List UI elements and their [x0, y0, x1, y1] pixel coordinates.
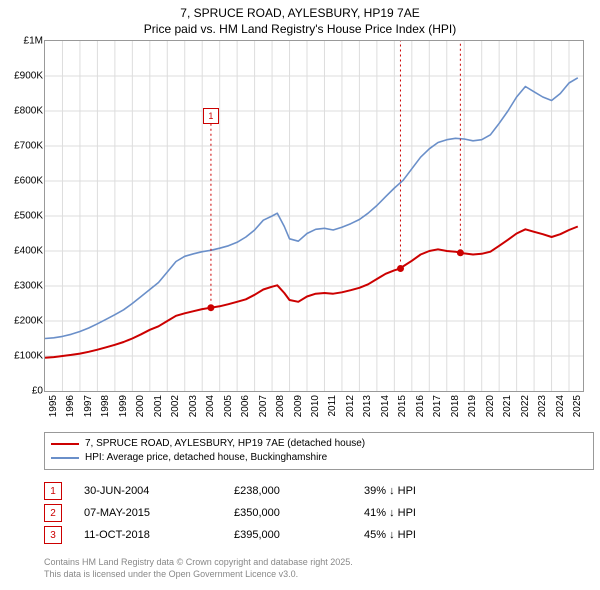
sale-date: 11-OCT-2018	[84, 529, 234, 541]
y-tick-label: £0	[1, 386, 43, 397]
x-tick-label: 2024	[555, 395, 566, 417]
y-tick-label: £1M	[1, 36, 43, 47]
sale-marker-num: 2	[44, 504, 62, 522]
x-tick-label: 2003	[188, 395, 199, 417]
sale-delta: 45% ↓ HPI	[364, 529, 494, 541]
x-tick-label: 2012	[345, 395, 356, 417]
x-tick-label: 1997	[83, 395, 94, 417]
x-tick-label: 2015	[397, 395, 408, 417]
x-tick-label: 1998	[100, 395, 111, 417]
chart-title-line2: Price paid vs. HM Land Registry's House …	[0, 20, 600, 40]
x-tick-label: 2017	[432, 395, 443, 417]
y-tick-label: £300K	[1, 281, 43, 292]
legend: 7, SPRUCE ROAD, AYLESBURY, HP19 7AE (det…	[44, 432, 594, 470]
y-tick-label: £400K	[1, 246, 43, 257]
y-tick-label: £500K	[1, 211, 43, 222]
x-tick-label: 2010	[310, 395, 321, 417]
sale-date: 30-JUN-2004	[84, 485, 234, 497]
x-tick-label: 2005	[223, 395, 234, 417]
x-tick-label: 2021	[502, 395, 513, 417]
x-tick-label: 2009	[293, 395, 304, 417]
x-tick-label: 2014	[380, 395, 391, 417]
legend-label: 7, SPRUCE ROAD, AYLESBURY, HP19 7AE (det…	[85, 437, 365, 451]
x-tick-label: 1996	[65, 395, 76, 417]
x-tick-label: 2022	[520, 395, 531, 417]
sale-price: £395,000	[234, 529, 364, 541]
legend-label: HPI: Average price, detached house, Buck…	[85, 451, 327, 465]
x-tick-label: 2018	[450, 395, 461, 417]
y-tick-label: £200K	[1, 316, 43, 327]
legend-swatch	[51, 457, 79, 459]
footer-line2: This data is licensed under the Open Gov…	[44, 568, 600, 580]
sale-marker-num: 1	[44, 482, 62, 500]
sale-delta: 41% ↓ HPI	[364, 507, 494, 519]
x-tick-label: 2000	[135, 395, 146, 417]
chart-title-line1: 7, SPRUCE ROAD, AYLESBURY, HP19 7AE	[0, 0, 600, 20]
x-tick-label: 2025	[572, 395, 583, 417]
line-chart: £0£100K£200K£300K£400K£500K£600K£700K£80…	[44, 40, 584, 392]
footer-attribution: Contains HM Land Registry data © Crown c…	[44, 556, 600, 580]
legend-swatch	[51, 443, 79, 445]
x-tick-label: 1995	[48, 395, 59, 417]
y-tick-label: £800K	[1, 106, 43, 117]
sale-price: £238,000	[234, 485, 364, 497]
sale-row: 1 30-JUN-2004£238,00039% ↓ HPI	[44, 480, 600, 502]
chart-marker-1: 1	[203, 108, 219, 124]
x-tick-label: 2016	[415, 395, 426, 417]
x-tick-label: 2019	[467, 395, 478, 417]
y-tick-label: £700K	[1, 141, 43, 152]
x-tick-label: 2002	[170, 395, 181, 417]
x-tick-label: 2004	[205, 395, 216, 417]
y-tick-label: £100K	[1, 351, 43, 362]
sale-date: 07-MAY-2015	[84, 507, 234, 519]
x-tick-label: 2011	[327, 395, 338, 417]
footer-line1: Contains HM Land Registry data © Crown c…	[44, 556, 600, 568]
y-tick-label: £600K	[1, 176, 43, 187]
x-tick-label: 2007	[258, 395, 269, 417]
x-tick-label: 2013	[362, 395, 373, 417]
sales-table: 1 30-JUN-2004£238,00039% ↓ HPI 2 07-MAY-201…	[44, 480, 600, 546]
sale-marker-num: 3	[44, 526, 62, 544]
x-tick-label: 2008	[275, 395, 286, 417]
sale-row: 3 11-OCT-2018£395,00045% ↓ HPI	[44, 524, 600, 546]
x-tick-label: 2020	[485, 395, 496, 417]
x-tick-label: 2006	[240, 395, 251, 417]
sale-row: 2 07-MAY-2015£350,00041% ↓ HPI	[44, 502, 600, 524]
x-tick-label: 1999	[118, 395, 129, 417]
legend-item: HPI: Average price, detached house, Buck…	[51, 451, 587, 465]
sale-price: £350,000	[234, 507, 364, 519]
sale-delta: 39% ↓ HPI	[364, 485, 494, 497]
x-tick-label: 2023	[537, 395, 548, 417]
y-tick-label: £900K	[1, 71, 43, 82]
legend-item: 7, SPRUCE ROAD, AYLESBURY, HP19 7AE (det…	[51, 437, 587, 451]
x-tick-label: 2001	[153, 395, 164, 417]
